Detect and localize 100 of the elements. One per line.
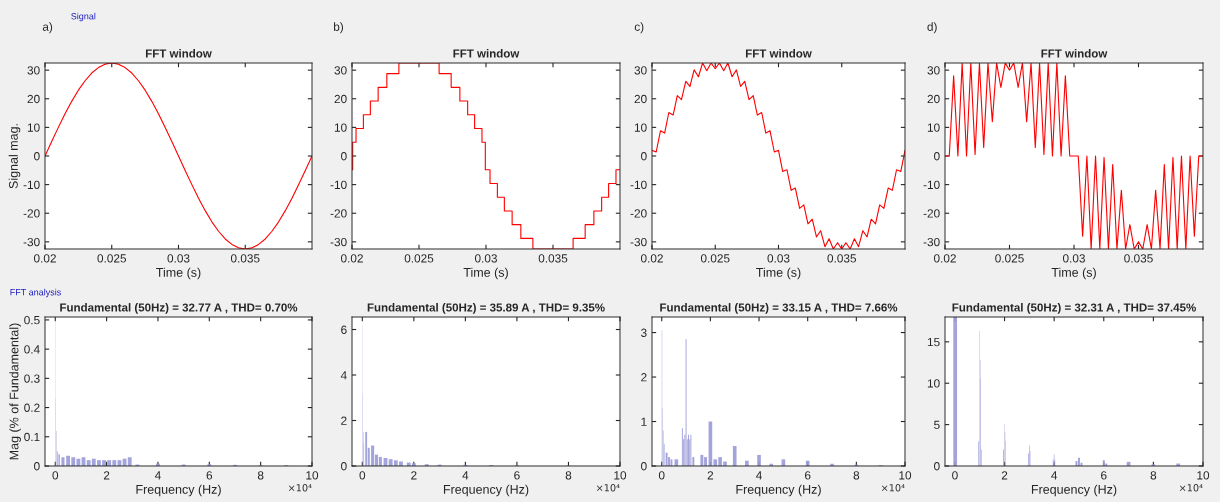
y-tick-label: 1	[641, 417, 647, 426]
y-tick-label: -10	[923, 180, 940, 190]
x-tick-label: 0.025	[700, 254, 730, 263]
y-tick-label: 20	[927, 94, 940, 104]
x-axis-title: Time (s)	[1051, 267, 1096, 280]
x-axis-title: Frequency (Hz)	[136, 484, 221, 497]
y-tick-label: -20	[923, 209, 940, 218]
x-tick-label: 6	[805, 471, 811, 480]
x-axis-title: Time (s)	[463, 267, 508, 280]
y-tick-label: 10	[927, 123, 940, 132]
x-tick-label: 0.025	[995, 254, 1024, 263]
y-tick-label: 0	[34, 462, 40, 471]
y-tick-label: -10	[23, 180, 40, 190]
y-tick-label: 6	[341, 325, 347, 334]
x-tick-label: 0	[952, 471, 958, 480]
x-axis-title: Frequency (Hz)	[736, 484, 821, 497]
x-tick-label: 0.03	[167, 254, 190, 263]
x-tick-label: 0.035	[230, 254, 260, 263]
y-tick-label: 0	[934, 152, 940, 161]
text: d)	[927, 22, 937, 34]
x-tick-label: 10	[899, 471, 912, 480]
y-tick-label: 3	[641, 328, 647, 337]
x-tick-label: 0.035	[1124, 254, 1153, 263]
y-tick-label: 2	[341, 416, 347, 425]
y-tick-label: 0	[341, 462, 347, 471]
y-tick-label: 30	[634, 66, 647, 75]
x-tick-label: 0.03	[767, 254, 790, 263]
y-tick-label: 30	[927, 66, 940, 75]
text: ×10⁴	[881, 484, 905, 492]
x-tick-label: 6	[206, 471, 213, 480]
x-tick-label: 8	[853, 471, 860, 480]
x-tick-label: 2	[103, 471, 110, 480]
y-tick-label: 0	[934, 462, 940, 471]
y-tick-label: 30	[334, 66, 347, 75]
chart-title: Fundamental (50Hz) = 35.89 A , THD= 9.35%	[367, 303, 605, 314]
chart-title: Fundamental (50Hz) = 32.77 A , THD= 0.70%	[60, 303, 298, 314]
x-tick-label: 8	[565, 471, 572, 480]
text: FFT analysis	[10, 288, 61, 298]
chart-title: Fundamental (50Hz) = 33.15 A , THD= 7.66%	[660, 303, 898, 314]
y-tick-label: 10	[634, 123, 647, 132]
text: Signal	[71, 12, 96, 22]
x-tick-label: 2	[1001, 471, 1008, 480]
x-tick-label: 2	[707, 471, 714, 480]
chart-title: FFT window	[145, 49, 212, 58]
x-tick-label: 4	[462, 471, 469, 480]
x-tick-label: 0.02	[640, 254, 663, 263]
x-axis-title: Time (s)	[756, 267, 801, 280]
text: ×10⁴	[1179, 484, 1203, 492]
y-tick-label: 20	[334, 94, 347, 104]
y-tick-label: 0	[641, 462, 647, 471]
y-axis-title: Mag (% of Fundamental)	[9, 323, 21, 460]
x-tick-label: 0	[658, 471, 665, 480]
x-tick-label: 10	[614, 471, 627, 480]
y-tick-label: -30	[923, 237, 940, 247]
y-tick-label: 0.5	[24, 315, 40, 325]
x-tick-label: 6	[514, 471, 520, 480]
y-tick-label: -30	[630, 237, 647, 247]
x-tick-label: 0.02	[340, 254, 363, 263]
text: a)	[42, 22, 53, 34]
y-tick-label: 0.2	[24, 403, 40, 412]
chart-title: FFT window	[1041, 49, 1108, 58]
x-tick-label: 0	[52, 471, 59, 480]
y-tick-label: -10	[330, 180, 347, 190]
y-tick-label: -10	[630, 180, 647, 190]
y-tick-label: 10	[27, 123, 40, 132]
text: ×10⁴	[288, 484, 312, 492]
y-tick-label: 4	[340, 371, 347, 380]
y-tick-label: 10	[927, 379, 940, 388]
x-axis-title: Frequency (Hz)	[1031, 484, 1117, 497]
y-tick-label: 20	[27, 94, 40, 104]
x-tick-label: 2	[411, 471, 417, 480]
text: c)	[634, 22, 644, 34]
x-tick-label: 0.02	[933, 254, 956, 263]
x-tick-label: 0.035	[827, 254, 857, 263]
y-tick-label: 0.3	[24, 374, 40, 383]
chart-title: Fundamental (50Hz) = 32.31 A , THD= 37.45%	[952, 303, 1196, 314]
x-tick-label: 0.02	[33, 254, 56, 263]
chart-title: FFT window	[453, 49, 520, 58]
y-tick-label: 0.4	[24, 345, 40, 354]
y-tick-label: 20	[634, 94, 647, 104]
y-tick-label: 0	[641, 152, 647, 161]
chart-title: FFT window	[745, 49, 812, 58]
x-tick-label: 10	[1197, 471, 1210, 480]
y-tick-label: -20	[330, 209, 347, 218]
x-tick-label: 0.025	[404, 254, 434, 263]
y-tick-label: -30	[23, 237, 40, 247]
y-tick-label: -20	[630, 209, 647, 218]
x-tick-label: 4	[1051, 471, 1058, 480]
x-axis-title: Frequency (Hz)	[443, 484, 529, 497]
y-tick-label: 30	[27, 66, 40, 75]
x-axis-title: Time (s)	[156, 267, 201, 280]
x-tick-label: 8	[1150, 471, 1157, 480]
y-tick-label: 0	[341, 152, 347, 161]
text: ×10⁴	[596, 484, 620, 492]
x-tick-label: 4	[154, 471, 161, 480]
x-tick-label: 0.03	[474, 254, 497, 263]
x-tick-label: 10	[306, 471, 319, 480]
x-tick-label: 0.03	[1062, 254, 1085, 263]
x-tick-label: 4	[756, 471, 762, 480]
x-tick-label: 0	[359, 471, 366, 480]
